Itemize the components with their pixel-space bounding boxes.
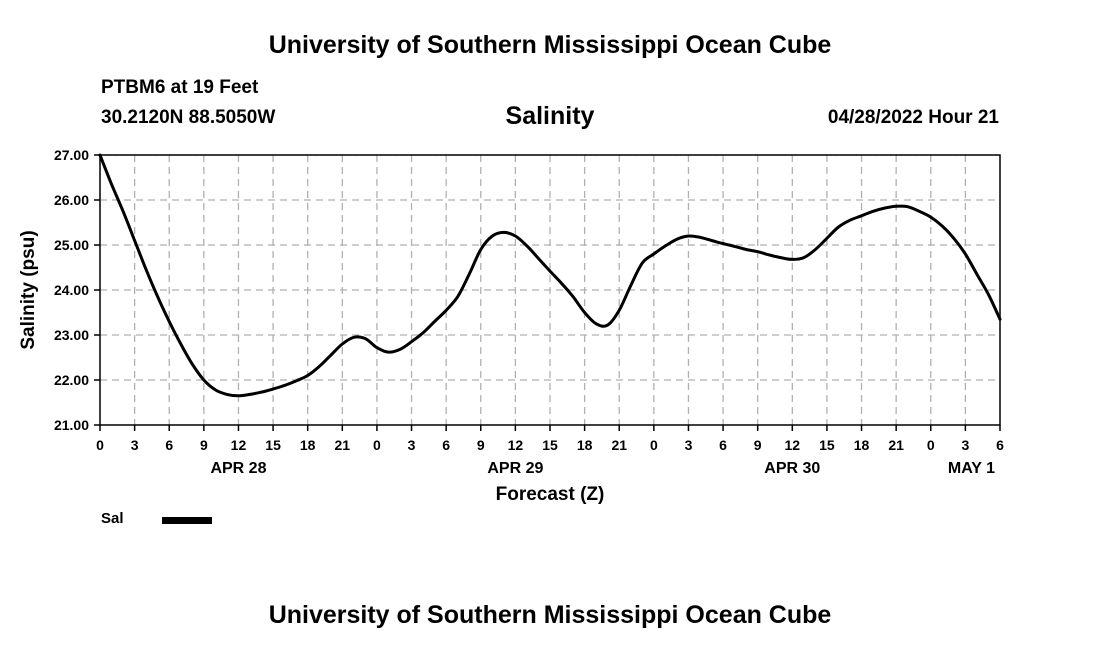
x-tick-label: 0 bbox=[373, 437, 381, 453]
y-tick-label: 25.00 bbox=[54, 237, 89, 253]
date-label: MAY 1 bbox=[948, 460, 995, 477]
x-tick-label: 0 bbox=[927, 437, 935, 453]
x-tick-label: 3 bbox=[408, 437, 416, 453]
date-label: APR 28 bbox=[210, 460, 266, 477]
station-name: PTBM6 at 19 Feet bbox=[101, 77, 259, 98]
y-tick-label: 23.00 bbox=[54, 327, 89, 343]
x-tick-label: 18 bbox=[854, 437, 870, 453]
chart-title: Salinity bbox=[505, 102, 595, 130]
x-tick-label: 15 bbox=[542, 437, 558, 453]
y-tick-label: 22.00 bbox=[54, 372, 89, 388]
x-tick-label: 12 bbox=[508, 437, 524, 453]
grid bbox=[100, 154, 1000, 425]
x-tick-label: 15 bbox=[819, 437, 835, 453]
x-tick-label: 6 bbox=[719, 437, 727, 453]
x-tick-label: 0 bbox=[96, 437, 104, 453]
y-tick-label: 26.00 bbox=[54, 192, 89, 208]
x-tick-label: 3 bbox=[961, 437, 969, 453]
footer-title: University of Southern Mississippi Ocean… bbox=[268, 601, 832, 629]
x-tick-label: 9 bbox=[200, 437, 208, 453]
x-tick-label: 9 bbox=[477, 437, 485, 453]
x-tick-label: 21 bbox=[888, 437, 904, 453]
legend-label: Sal bbox=[101, 510, 124, 527]
date-label: APR 30 bbox=[764, 460, 820, 477]
x-tick-label: 18 bbox=[577, 437, 593, 453]
x-tick-label: 3 bbox=[685, 437, 693, 453]
y-axis-title: Salinity (psu) bbox=[18, 230, 39, 349]
x-tick-label: 21 bbox=[335, 437, 351, 453]
x-tick-label: 6 bbox=[996, 437, 1004, 453]
x-tick-label: 6 bbox=[442, 437, 450, 453]
x-tick-label: 18 bbox=[300, 437, 316, 453]
x-tick-label: 0 bbox=[650, 437, 658, 453]
x-tick-label: 21 bbox=[611, 437, 627, 453]
x-tick-label: 12 bbox=[785, 437, 801, 453]
tick-labels: 21.00 22.00 23.00 24.00 25.00 26.00 27.00 0 3 6 9 1… bbox=[54, 147, 1004, 477]
forecast-datetime: 04/28/2022 Hour 21 bbox=[827, 107, 999, 128]
series-line-sal bbox=[98, 153, 1002, 398]
y-tick-label: 27.00 bbox=[54, 147, 89, 163]
x-tick-label: 15 bbox=[265, 437, 281, 453]
page-title: University of Southern Mississippi Ocean… bbox=[268, 31, 832, 59]
x-tick-label: 12 bbox=[231, 437, 247, 453]
date-label: APR 29 bbox=[487, 460, 543, 477]
x-tick-label: 3 bbox=[131, 437, 139, 453]
station-coordinates: 30.2120N 88.5050W bbox=[101, 107, 276, 128]
x-axis-title: Forecast (Z) bbox=[496, 484, 605, 505]
x-tick-label: 6 bbox=[165, 437, 173, 453]
axis-ticks bbox=[94, 154, 1001, 431]
y-tick-label: 24.00 bbox=[54, 282, 89, 298]
legend-line-swatch bbox=[162, 517, 212, 524]
y-tick-label: 21.00 bbox=[54, 417, 89, 433]
x-tick-label: 9 bbox=[754, 437, 762, 453]
